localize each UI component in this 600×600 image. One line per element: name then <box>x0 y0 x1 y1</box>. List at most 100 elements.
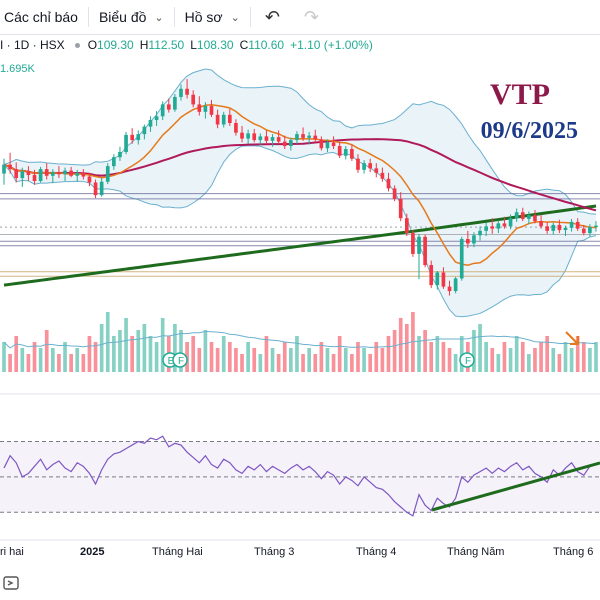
volume-bar <box>99 324 104 372</box>
candle-body <box>539 221 543 227</box>
volume-bar <box>112 336 116 372</box>
candle <box>282 135 287 150</box>
chevron-down-icon: ⌄ <box>154 11 164 24</box>
candle-body <box>588 227 592 234</box>
candle-body <box>569 221 574 228</box>
volume-bar <box>520 342 525 372</box>
candle-body <box>63 170 67 175</box>
profile-dropdown[interactable]: Hồ sơ ⌄ <box>175 0 250 34</box>
candle <box>69 166 73 178</box>
candle-body <box>331 142 336 147</box>
candle-body <box>356 158 360 170</box>
sma-50-line <box>3 138 597 212</box>
candle-body <box>38 169 43 181</box>
volume-bar <box>545 336 550 372</box>
candle <box>331 136 336 150</box>
candle <box>533 210 537 224</box>
volume-bar <box>50 348 55 372</box>
candle <box>154 111 159 126</box>
candle <box>276 130 281 144</box>
candle <box>203 102 208 119</box>
volume-bar <box>215 348 220 372</box>
candle-body <box>44 169 49 176</box>
volume-bar <box>472 330 476 372</box>
candle <box>118 146 122 161</box>
volume-bar <box>93 342 98 372</box>
date-stamp: 09/6/2025 <box>480 118 578 144</box>
candle-body <box>57 172 61 175</box>
candle <box>386 172 391 192</box>
candle <box>563 225 568 237</box>
sma-200-line <box>3 204 597 287</box>
candle-body <box>142 126 147 135</box>
indicators-button[interactable]: Các chỉ báo <box>0 0 88 34</box>
event-marker-label: E <box>168 356 175 367</box>
volume-bar <box>118 330 122 372</box>
candle-body <box>20 171 25 179</box>
candle-body <box>520 212 525 219</box>
candle-body <box>124 134 128 152</box>
candle <box>63 167 67 181</box>
ticker-stamp: VTP <box>490 78 550 111</box>
candle <box>417 233 421 280</box>
go-to-date-icon[interactable] <box>2 574 20 592</box>
candle <box>325 139 330 152</box>
candle-body <box>362 163 366 170</box>
candle-body <box>99 181 104 196</box>
candle <box>313 129 318 143</box>
candle <box>411 230 415 257</box>
rsi-band <box>0 441 600 513</box>
candle-body <box>118 151 122 158</box>
bottom-bar <box>0 572 600 600</box>
candle-body <box>563 227 568 231</box>
candle-body <box>392 188 397 199</box>
undo-icon[interactable]: ↶ <box>264 6 280 27</box>
volume-bar <box>246 342 250 372</box>
candle-body <box>374 168 379 173</box>
candle-body <box>429 265 434 286</box>
volume-bar <box>295 336 299 372</box>
volume-bar <box>447 348 452 372</box>
candle <box>459 236 464 281</box>
candle-body <box>215 114 220 125</box>
candle-body <box>575 221 580 229</box>
candle-body <box>26 171 31 176</box>
volume-bar <box>136 330 141 372</box>
volume-bar <box>356 342 360 372</box>
candle <box>57 166 61 179</box>
candle-body <box>209 105 214 115</box>
candle <box>136 130 141 145</box>
x-axis-label: Tháng 3 <box>254 546 295 558</box>
candle <box>209 99 214 118</box>
volume-bar <box>2 342 6 372</box>
candle <box>502 216 507 229</box>
candle-body <box>295 134 299 141</box>
candle <box>32 169 37 185</box>
candle-body <box>160 104 165 117</box>
bollinger-band-fill <box>4 69 596 317</box>
volume-bar <box>63 342 67 372</box>
candle <box>478 226 482 241</box>
symbol-label[interactable]: I · 1D · HSX <box>0 38 65 52</box>
candle-body <box>240 132 244 139</box>
candle <box>472 232 476 248</box>
candle <box>44 163 49 180</box>
close-value: 110.60 <box>248 38 285 52</box>
rsi-line <box>3 435 597 517</box>
candle <box>26 166 31 181</box>
toolbar-divider <box>173 7 175 27</box>
redo-icon[interactable]: ↷ <box>303 6 320 27</box>
volume-bar <box>459 336 464 372</box>
candle <box>50 169 55 184</box>
candle <box>148 116 153 132</box>
candle <box>551 222 556 235</box>
volume-bar <box>81 354 86 372</box>
event-marker-label: F <box>465 356 471 367</box>
low-value: 108.30 <box>196 38 234 52</box>
volume-bar <box>508 348 513 372</box>
candle <box>105 163 110 184</box>
chart-type-dropdown[interactable]: Biểu đồ ⌄ <box>89 0 174 34</box>
volume-bar <box>191 336 196 372</box>
candle <box>496 220 501 234</box>
